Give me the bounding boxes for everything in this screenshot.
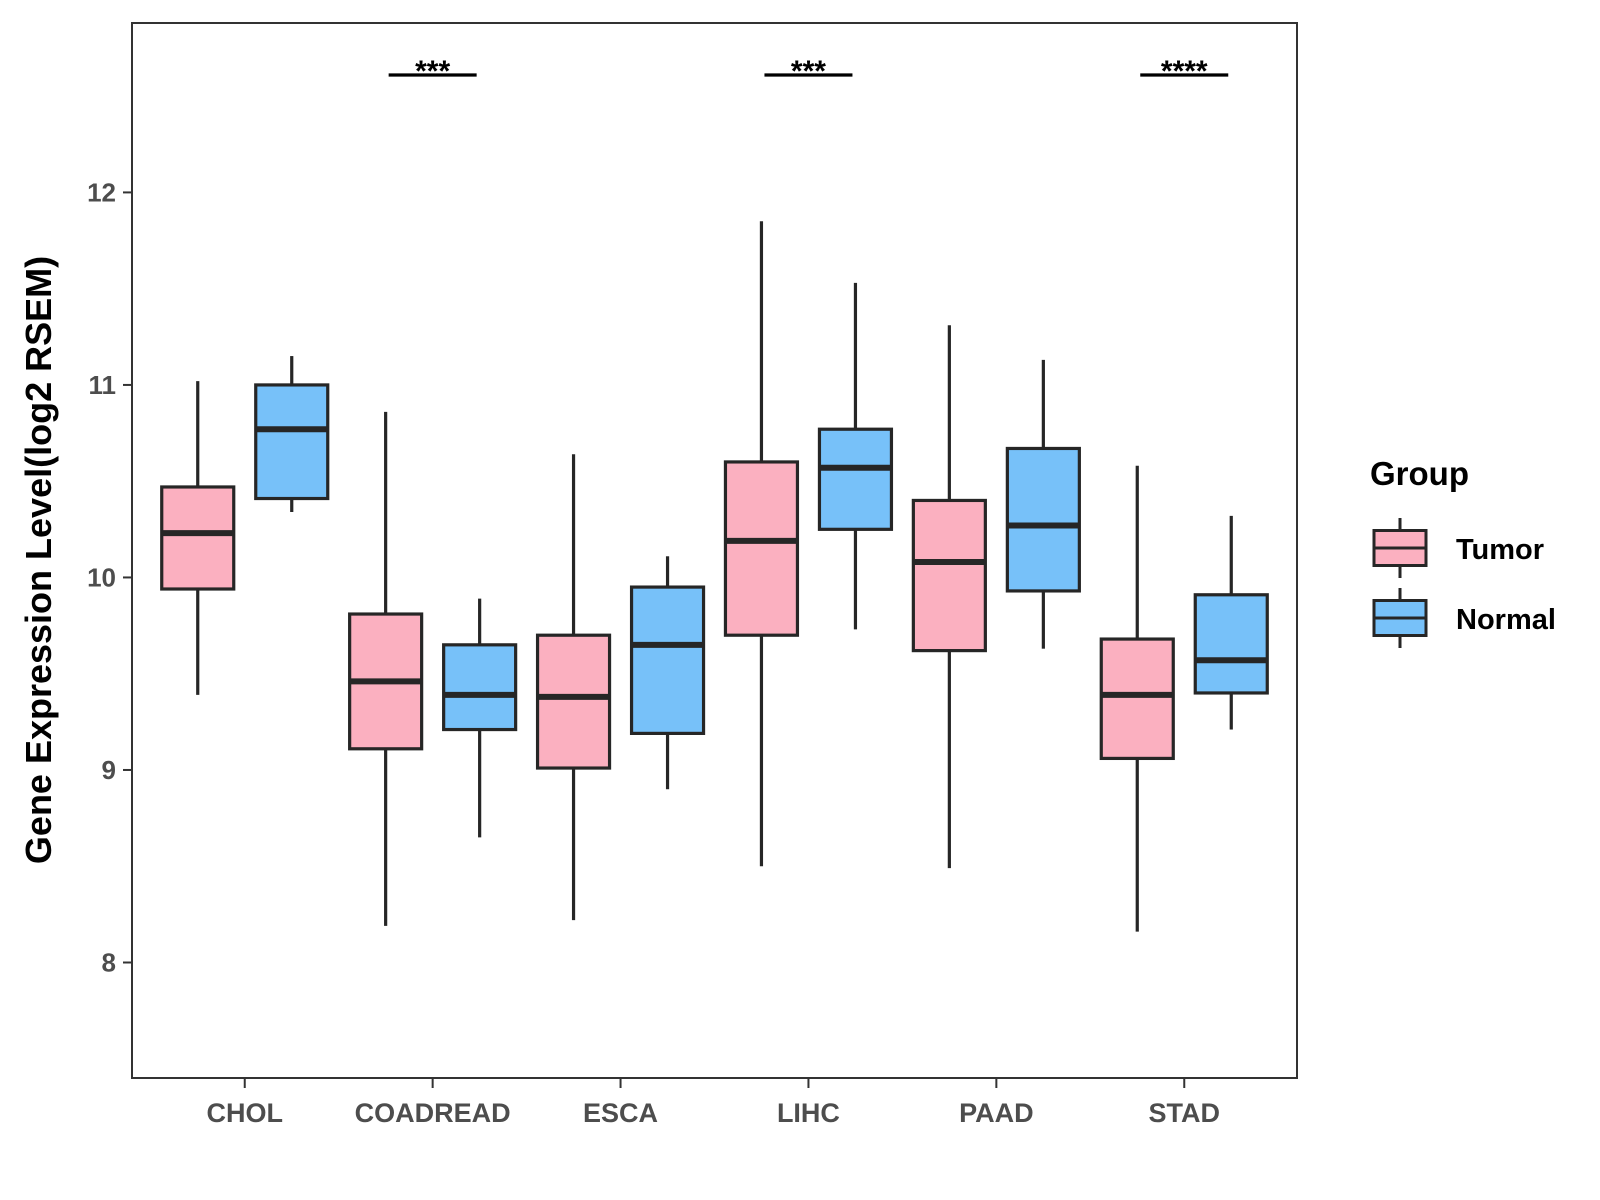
legend-title: Group xyxy=(1370,455,1469,492)
box-normal-coadread xyxy=(442,598,518,838)
x-tick-label: ESCA xyxy=(583,1098,658,1128)
x-tick-label: CHOL xyxy=(206,1098,283,1128)
x-axis: CHOL COADREAD ESCA LIHC PAAD STAD xyxy=(206,1078,1220,1128)
box-tumor-coadread xyxy=(348,411,424,926)
y-tick-label: 9 xyxy=(102,755,116,785)
x-tick-label: PAAD xyxy=(959,1098,1034,1128)
box-tumor-lihc xyxy=(723,221,800,867)
box-tumor-chol xyxy=(160,381,236,695)
legend: Group Tumor Normal xyxy=(1370,455,1556,648)
x-tick-label: LIHC xyxy=(777,1098,840,1128)
legend-label: Normal xyxy=(1456,604,1556,636)
plot-panel-border xyxy=(131,22,1298,1079)
significance-label: *** xyxy=(791,55,826,88)
box-body xyxy=(1005,446,1081,593)
y-tick-label: 12 xyxy=(87,177,116,207)
boxes-layer xyxy=(160,221,1269,932)
legend-label: Tumor xyxy=(1456,534,1544,566)
box-normal-esca xyxy=(629,556,706,790)
box-normal-chol xyxy=(254,356,330,512)
box-body xyxy=(911,498,987,653)
x-tick-label: STAD xyxy=(1149,1098,1221,1128)
box-tumor-stad xyxy=(1099,465,1175,932)
box-body xyxy=(535,633,612,770)
box-body xyxy=(629,585,706,735)
box-tumor-paad xyxy=(911,325,987,869)
legend-entry-tumor: Tumor xyxy=(1372,518,1544,578)
significance-annotations: *** *** **** xyxy=(388,55,1229,88)
y-tick-label: 8 xyxy=(102,947,116,977)
box-body xyxy=(160,485,236,591)
x-tick-label: COADREAD xyxy=(355,1098,511,1128)
y-tick-label: 10 xyxy=(87,562,116,592)
legend-entry-normal: Normal xyxy=(1372,588,1556,648)
box-body xyxy=(1099,637,1175,761)
plot-panel xyxy=(131,22,1298,1079)
y-tick-label: 11 xyxy=(89,370,117,400)
significance-label: **** xyxy=(1161,55,1208,88)
box-body xyxy=(723,460,800,637)
box-normal-paad xyxy=(1005,359,1081,649)
box-body xyxy=(1193,593,1269,695)
box-tumor-esca xyxy=(535,454,612,921)
box-body xyxy=(817,427,894,531)
significance-label: *** xyxy=(415,55,450,88)
box-normal-stad xyxy=(1193,515,1269,730)
box-body xyxy=(442,643,518,732)
box-normal-lihc xyxy=(817,282,894,630)
y-axis-title: Gene Expression Level(log2 RSEM) xyxy=(18,256,59,864)
box-body xyxy=(254,383,330,501)
y-axis: 8 9 10 11 12 xyxy=(87,177,132,977)
